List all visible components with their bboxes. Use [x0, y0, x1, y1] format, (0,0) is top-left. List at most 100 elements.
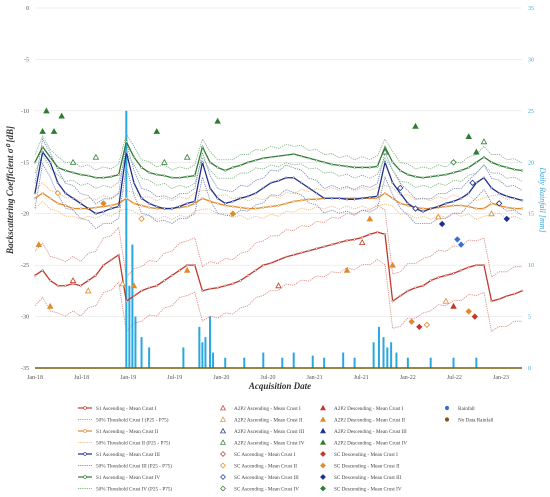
series-point: [376, 165, 379, 168]
legend-swatch: [320, 439, 326, 445]
y2-tick-label: 30: [528, 57, 534, 63]
data-marker: [58, 112, 65, 119]
data-marker: [183, 266, 191, 273]
series-point: [41, 191, 44, 195]
series-point: [125, 150, 128, 154]
series-point: [307, 249, 311, 252]
series-point: [315, 159, 318, 162]
rainfall-bar: [134, 316, 137, 368]
series-point: [444, 205, 448, 208]
data-marker: [435, 213, 442, 220]
data-marker: [381, 148, 389, 155]
series-point: [224, 202, 227, 205]
series-point: [437, 174, 440, 177]
data-marker: [397, 184, 404, 192]
series-point: [323, 161, 326, 164]
series-point: [277, 154, 280, 158]
rainfall-bar: [390, 342, 393, 368]
series-point: [193, 174, 196, 177]
series-point: [277, 179, 280, 182]
series-point: [368, 166, 371, 169]
series-point: [49, 279, 52, 282]
series-point: [216, 197, 219, 200]
series-point: [444, 202, 448, 205]
legend-label: A2P2 Descending - Mean Crust II: [334, 417, 405, 423]
series-point: [467, 166, 470, 169]
series-point: [125, 299, 128, 303]
rainfall-bar: [281, 357, 284, 368]
series-point: [269, 181, 273, 185]
series-point: [399, 294, 402, 298]
series-point: [437, 276, 440, 279]
series-point: [117, 205, 120, 208]
series-point: [391, 197, 394, 200]
series-point: [361, 236, 364, 239]
series-point: [505, 166, 508, 169]
series-point: [201, 161, 204, 164]
series-point: [147, 171, 151, 174]
series-line: [34, 139, 523, 179]
series-point: [87, 174, 90, 177]
series-point: [429, 175, 432, 178]
data-marker: [503, 215, 510, 223]
series-point: [467, 205, 470, 208]
series-point: [490, 299, 493, 303]
legend-label: SC Descending - Mean Crust III: [334, 475, 402, 481]
series-point: [193, 200, 196, 203]
rainfall-bar: [342, 352, 345, 368]
legend-label: S1 Ascending - Mean Crust I: [96, 406, 157, 412]
data-marker: [450, 302, 457, 309]
series-point: [406, 173, 410, 176]
series-point: [406, 204, 410, 207]
legend-label: SC Descending - Mean Crust IV: [334, 486, 402, 492]
series-point: [79, 284, 82, 287]
series-point: [399, 191, 402, 195]
series-point: [125, 140, 128, 143]
series-point: [520, 199, 524, 202]
series-point: [399, 169, 402, 172]
rainfall-bar: [372, 342, 375, 368]
data-marker: [454, 236, 461, 243]
series-point: [391, 181, 394, 185]
series-point: [414, 175, 417, 178]
y2-tick-label: 15: [528, 212, 534, 218]
data-marker: [43, 107, 50, 114]
y2-tick-label: 35: [528, 6, 534, 12]
data-marker: [457, 241, 465, 248]
legend-swatch: [320, 416, 326, 422]
series-point: [49, 155, 52, 159]
rainfall-bar: [131, 244, 134, 368]
series-point: [64, 169, 67, 172]
series-point: [231, 282, 234, 285]
series-point: [361, 166, 364, 169]
series-point: [94, 274, 98, 277]
y-tick-label: -25: [21, 263, 29, 269]
series-point: [345, 165, 349, 168]
series-point: [520, 289, 524, 293]
series-point: [216, 166, 219, 169]
x-tick-label: Jul-21: [354, 375, 369, 381]
series-point: [239, 206, 242, 209]
legend-swatch-point: [83, 406, 87, 410]
series-point: [391, 161, 394, 164]
series-point: [345, 239, 349, 242]
series-point: [178, 176, 181, 179]
series-point: [79, 207, 82, 210]
series-point: [475, 161, 478, 164]
data-marker: [408, 318, 415, 325]
series-point: [41, 145, 44, 149]
series-point: [475, 181, 478, 185]
data-marker: [343, 266, 351, 273]
x-tick-label: Jan-21: [307, 375, 323, 381]
series-point: [208, 161, 212, 164]
series-point: [444, 173, 448, 176]
series-point: [132, 202, 136, 205]
legend-swatch: [320, 474, 326, 480]
data-marker: [465, 308, 472, 315]
series-point: [109, 175, 113, 178]
data-marker: [412, 205, 419, 212]
series-point: [307, 186, 311, 190]
series-point: [109, 207, 113, 210]
series-point: [300, 181, 303, 185]
series-point: [307, 157, 311, 160]
